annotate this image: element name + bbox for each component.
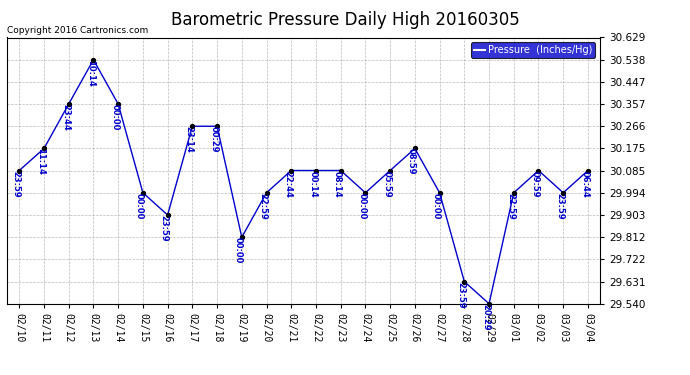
Point — [582, 168, 593, 174]
Point — [162, 212, 173, 218]
Point — [137, 190, 148, 196]
Point — [63, 101, 75, 107]
Text: 22:59: 22:59 — [506, 193, 515, 219]
Point — [533, 168, 544, 174]
Text: 23:59: 23:59 — [457, 282, 466, 308]
Text: 06:44: 06:44 — [580, 171, 589, 197]
Point — [236, 234, 247, 240]
Text: 10:14: 10:14 — [86, 60, 95, 87]
Point — [459, 279, 470, 285]
Text: 11:14: 11:14 — [36, 148, 46, 176]
Text: 22:59: 22:59 — [259, 193, 268, 219]
Point — [434, 190, 445, 196]
Point — [335, 168, 346, 174]
Point — [88, 57, 99, 63]
Point — [558, 190, 569, 196]
Point — [360, 190, 371, 196]
Point — [484, 301, 495, 307]
Point — [39, 146, 50, 152]
Text: Barometric Pressure Daily High 20160305: Barometric Pressure Daily High 20160305 — [170, 11, 520, 29]
Text: 23:59: 23:59 — [160, 215, 169, 242]
Text: 09:59: 09:59 — [531, 171, 540, 197]
Text: 00:00: 00:00 — [432, 193, 441, 219]
Point — [14, 168, 25, 174]
Text: 22:44: 22:44 — [284, 171, 293, 197]
Point — [261, 190, 272, 196]
Point — [187, 123, 198, 129]
Text: 08:59: 08:59 — [407, 148, 416, 175]
Text: 23:44: 23:44 — [61, 104, 70, 131]
Text: 00:00: 00:00 — [110, 104, 119, 130]
Text: 08:14: 08:14 — [333, 171, 342, 197]
Text: 23:59: 23:59 — [555, 193, 564, 219]
Point — [112, 101, 124, 107]
Legend: Pressure  (Inches/Hg): Pressure (Inches/Hg) — [471, 42, 595, 58]
Text: 20:29: 20:29 — [481, 304, 491, 330]
Text: 00:00: 00:00 — [234, 237, 243, 264]
Point — [310, 168, 322, 174]
Text: 00:14: 00:14 — [308, 171, 317, 197]
Text: 05:59: 05:59 — [382, 171, 391, 197]
Point — [286, 168, 297, 174]
Point — [384, 168, 395, 174]
Text: 00:00: 00:00 — [357, 193, 366, 219]
Text: 23:14: 23:14 — [184, 126, 194, 153]
Text: 00:00: 00:00 — [135, 193, 144, 219]
Point — [212, 123, 223, 129]
Text: 00:29: 00:29 — [209, 126, 218, 153]
Text: Copyright 2016 Cartronics.com: Copyright 2016 Cartronics.com — [7, 26, 148, 35]
Point — [509, 190, 520, 196]
Point — [409, 146, 420, 152]
Text: 23:59: 23:59 — [12, 171, 21, 197]
